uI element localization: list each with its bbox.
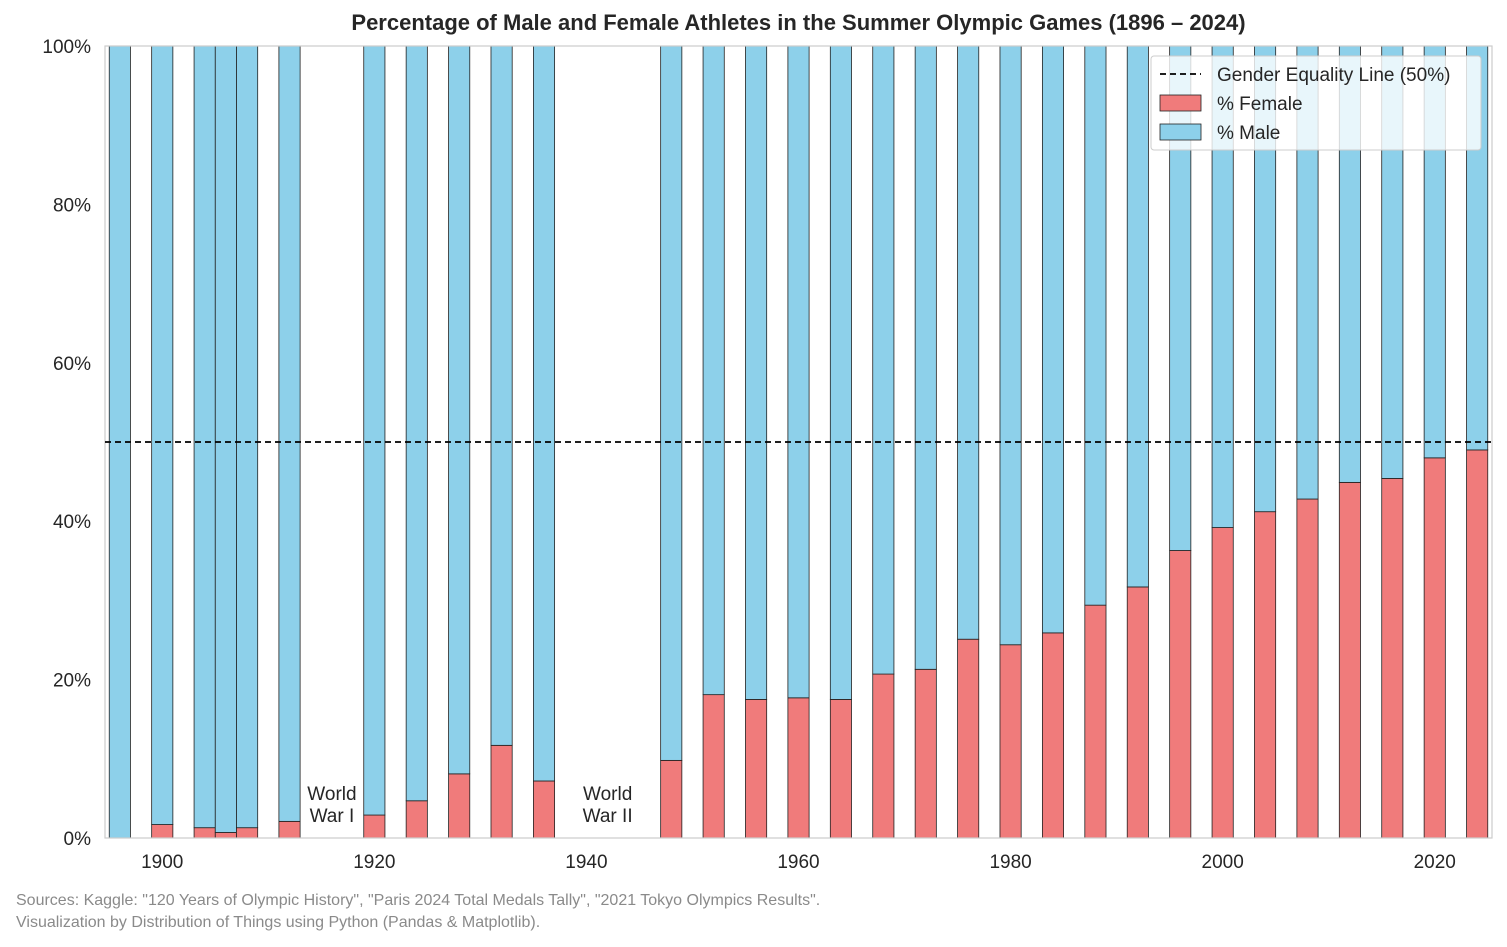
legend-male-label: % Male [1217, 123, 1280, 144]
bar-female-1904 [193, 827, 216, 839]
bar-male-1936 [533, 45, 556, 782]
x-tick-label: 1940 [565, 852, 607, 873]
bar-male-1968 [872, 45, 895, 675]
y-tick-label: 20% [53, 671, 91, 692]
bar-male-1932 [490, 45, 513, 746]
annotation-war-2: World [583, 784, 632, 805]
bar-female-2020 [1423, 457, 1446, 839]
bar-male-1956 [745, 45, 768, 700]
bar-male-1988 [1084, 45, 1107, 606]
bar-male-1928 [448, 45, 471, 775]
bar-female-1972 [914, 668, 937, 839]
legend-equality-label: Gender Equality Line (50%) [1217, 65, 1450, 86]
x-tick-label: 2000 [1202, 852, 1244, 873]
bar-male-1952 [702, 45, 725, 696]
x-tick-label: 1980 [989, 852, 1031, 873]
x-tick-label: 2020 [1414, 852, 1456, 873]
y-tick-label: 0% [64, 829, 92, 850]
bar-female-1906 [214, 832, 237, 839]
bar-female-1932 [490, 744, 513, 839]
bar-female-1928 [448, 773, 471, 839]
y-tick-label: 60% [53, 354, 91, 375]
bar-female-1988 [1084, 604, 1107, 839]
bar-female-1924 [405, 800, 428, 839]
bar-female-1976 [957, 638, 980, 839]
legend-box [1150, 55, 1482, 151]
annotation-war-2: War II [583, 806, 633, 827]
bar-female-2016 [1381, 478, 1404, 839]
legend-female-swatch [1159, 94, 1202, 112]
legend-male-swatch [1159, 123, 1202, 141]
bar-male-1906 [214, 45, 237, 833]
bar-male-1948 [660, 45, 683, 761]
bar-female-1996 [1169, 550, 1192, 839]
bar-male-1924 [405, 45, 428, 802]
y-tick-label: 100% [42, 37, 91, 58]
bar-female-1908 [236, 827, 259, 839]
bar-male-1972 [914, 45, 937, 670]
bar-female-1968 [872, 673, 895, 839]
bar-female-1936 [533, 780, 556, 839]
y-tick-label: 40% [53, 512, 91, 533]
bar-female-1984 [1041, 632, 1064, 839]
x-tick-label: 1900 [141, 852, 183, 873]
credit-line: Visualization by Distribution of Things … [16, 914, 541, 931]
x-tick-label: 1960 [777, 852, 819, 873]
bar-male-1904 [193, 45, 216, 829]
bar-male-1960 [787, 45, 810, 699]
y-tick-label: 80% [53, 195, 91, 216]
bar-female-2012 [1338, 481, 1361, 839]
bar-male-1920 [363, 45, 386, 816]
bar-female-1900 [151, 824, 174, 839]
bar-male-1900 [151, 45, 174, 825]
bar-female-2000 [1211, 527, 1234, 839]
bar-male-1984 [1041, 45, 1064, 634]
bar-female-1956 [745, 699, 768, 839]
bar-male-1976 [957, 45, 980, 640]
legend-female-label: % Female [1217, 94, 1303, 115]
bar-female-1964 [829, 699, 852, 839]
bar-female-1912 [278, 820, 301, 839]
bar-male-1964 [829, 45, 852, 700]
bar-female-2004 [1254, 511, 1277, 839]
bar-male-1908 [236, 45, 259, 829]
annotation-war-1: War I [310, 806, 355, 827]
bar-female-2008 [1296, 498, 1319, 839]
bar-female-1948 [660, 759, 683, 839]
bar-female-1960 [787, 697, 810, 839]
bar-male-1912 [278, 45, 301, 822]
chart-title: Percentage of Male and Female Athletes i… [351, 10, 1246, 35]
bar-male-1980 [999, 45, 1022, 646]
bar-male-1992 [1126, 45, 1149, 588]
bar-female-1952 [702, 694, 725, 839]
bar-female-1920 [363, 814, 386, 839]
bar-female-1980 [999, 644, 1022, 839]
sources-line: Sources: Kaggle: "120 Years of Olympic H… [16, 892, 821, 909]
annotation-war-1: World [307, 784, 356, 805]
bar-female-1992 [1126, 586, 1149, 839]
bar-female-2024 [1466, 449, 1489, 839]
x-tick-label: 1920 [353, 852, 395, 873]
sources-note: Sources: Kaggle: "120 Years of Olympic H… [16, 890, 820, 934]
